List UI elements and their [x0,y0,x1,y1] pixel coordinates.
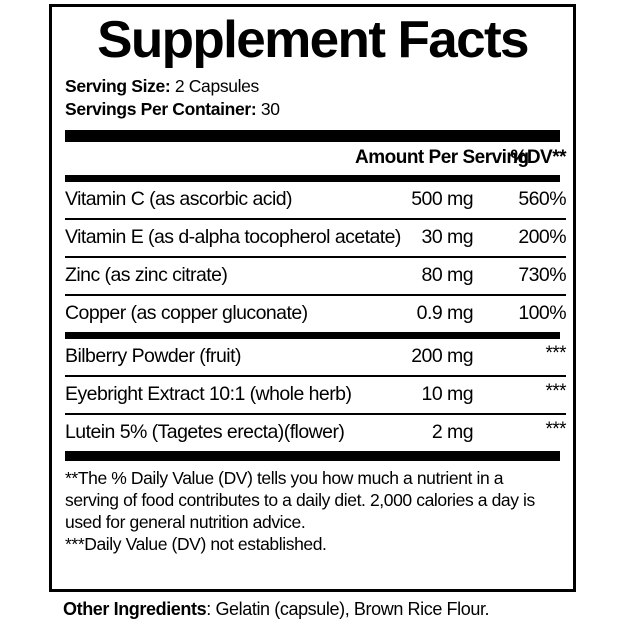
row-divider [65,413,566,416]
table-row: Zinc (as zinc citrate) 80 mg 730% [65,258,567,294]
nutrition-table: Amount Per Serving %DV** [65,142,567,175]
serving-information: Serving Size: 2 Capsules Servings Per Co… [65,75,560,121]
other-ingredients-separator: : [206,599,216,619]
serving-size-label: Serving Size: [65,76,171,96]
rule-below-header [65,175,560,183]
daily-value-footnote: **The % Daily Value (DV) tells you how m… [65,468,535,533]
botanical-amount: 200 mg [411,345,473,368]
rule-above-footnotes [65,451,560,462]
serving-size-value: 2 Capsules [174,76,259,96]
header-nutrient [65,142,355,175]
botanical-daily-value: *** [545,381,566,403]
other-ingredients-line: Other Ingredients: Gelatin (capsule), Br… [63,599,490,620]
nutrient-name: Vitamin C (as ascorbic acid) [65,188,293,211]
rule-between-sections [65,332,560,340]
nutrient-daily-value: 730% [518,264,566,287]
botanical-rows-table: Bilberry Powder (fruit) 200 mg *** Eyebr… [65,339,567,451]
nutrient-amount: 500 mg [411,188,473,211]
nutrient-rows-table: Vitamin C (as ascorbic acid) 500 mg 560%… [65,182,567,332]
other-ingredients-label: Other Ingredients [63,599,207,619]
nutrient-amount: 80 mg [421,264,474,287]
footnotes-block: **The % Daily Value (DV) tells you how m… [65,467,560,555]
botanical-name: Lutein 5% (Tagetes erecta)(flower) [65,421,345,444]
row-divider [65,256,566,259]
nutrient-daily-value: 100% [518,302,566,325]
botanical-name: Bilberry Powder (fruit) [65,345,241,368]
nutrient-amount: 0.9 mg [416,302,474,325]
nutrient-name: Zinc (as zinc citrate) [65,264,228,287]
row-divider [65,294,566,297]
table-row: Copper (as copper gluconate) 0.9 mg 100% [65,296,567,332]
nutrient-name: Copper (as copper gluconate) [65,302,308,325]
botanical-amount: 2 mg [431,421,474,444]
botanical-amount: 10 mg [421,383,474,406]
nutrient-name: Vitamin E (as d-alpha tocopherol acetate… [65,226,401,249]
serving-size-line: Serving Size: 2 Capsules [65,75,560,98]
botanical-daily-value: *** [545,419,566,441]
table-row: Bilberry Powder (fruit) 200 mg *** [65,339,567,375]
table-row: Vitamin E (as d-alpha tocopherol acetate… [65,220,567,256]
table-row: Lutein 5% (Tagetes erecta)(flower) 2 mg … [65,415,567,451]
nutrient-amount: 30 mg [421,226,474,249]
supplement-facts-panel: Supplement Facts Serving Size: 2 Capsule… [49,4,576,592]
servings-per-container-value: 30 [260,99,280,120]
row-divider [65,218,566,221]
header-amount-per-serving: Amount Per Serving [355,147,529,169]
header-daily-value: %DV** [510,147,566,169]
botanical-daily-value: *** [545,343,566,365]
nutrient-daily-value: 200% [518,226,566,249]
table-row: Eyebright Extract 10:1 (whole herb) 10 m… [65,377,567,413]
table-header-row: Amount Per Serving %DV** [65,142,567,175]
servings-per-container-label: Servings Per Container: [65,99,257,120]
servings-per-container-line: Servings Per Container: 30 [65,98,560,121]
botanical-name: Eyebright Extract 10:1 (whole herb) [65,383,352,406]
page-title: Supplement Facts [97,11,529,69]
row-divider [65,375,566,378]
not-established-footnote: ***Daily Value (DV) not established. [65,534,327,555]
table-row: Vitamin C (as ascorbic acid) 500 mg 560% [65,182,567,218]
nutrient-daily-value: 560% [518,188,566,211]
other-ingredients-value: Gelatin (capsule), Brown Rice Flour. [215,599,490,619]
rule-above-header [65,130,560,143]
